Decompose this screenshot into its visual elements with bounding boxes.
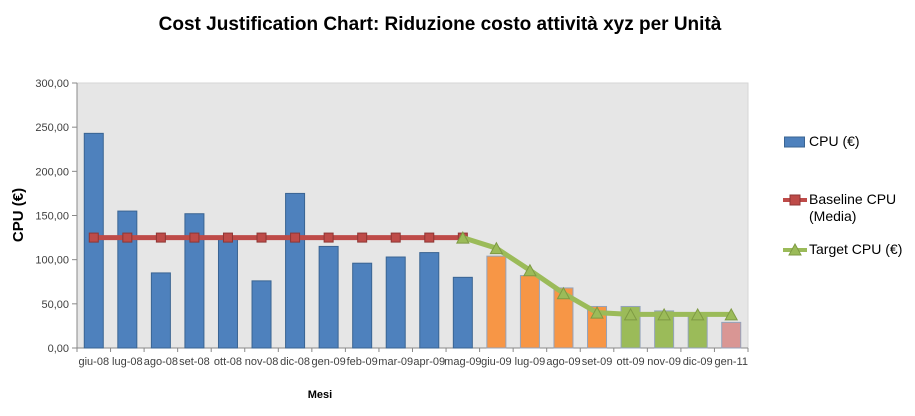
legend: CPU (€) Baseline CPU (Media) Target CPU … [783,133,911,258]
baseline-marker [290,232,301,243]
x-tick-label: mar-09 [378,356,413,368]
target-marker [556,286,571,300]
bar-feb-09 [352,262,373,349]
baseline-marker [323,232,334,243]
x-tick-label: giu-09 [481,356,512,368]
x-tick-label: nov-09 [647,356,681,368]
chart-title: Cost Justification Chart: Riduzione cost… [158,14,722,35]
y-tick-label: 0,00 [48,343,69,355]
y-tick-label: 300,00 [35,78,69,90]
legend-label: Baseline CPU (Media) [809,191,897,224]
baseline-marker [155,232,166,243]
x-tick-label: gen-09 [311,356,345,368]
y-tick-label: 50,00 [41,299,69,311]
cpu-bar-swatch-icon [784,136,805,148]
y-tick-label: 250,00 [35,122,69,134]
target-marker [657,307,671,321]
target-marker [724,307,739,321]
bar-gen-09 [318,245,339,349]
legend-item-baseline: Baseline CPU (Media) [783,191,911,225]
bar-lug-09 [519,275,540,349]
x-tick-label: lug-09 [515,356,546,368]
y-tick-label: 200,00 [35,166,69,178]
legend-label: CPU (€) [809,133,860,149]
baseline-marker [122,232,133,243]
baseline-marker [189,232,200,243]
bar-ott-08 [217,238,238,349]
bar-gen-11 [721,321,742,349]
target-line-swatch-icon [783,243,807,256]
bar-giu-09 [486,255,507,349]
baseline-marker [390,232,401,243]
x-tick-label: apr-09 [413,356,445,368]
legend-item-target: Target CPU (€) [783,241,911,258]
target-marker [489,241,504,255]
baseline-marker [424,232,435,243]
bar-nov-08 [251,280,272,349]
baseline-marker [222,232,233,243]
x-tick-label: lug-08 [112,356,143,368]
target-marker [455,231,470,244]
x-tick-label: giu-08 [78,356,109,368]
x-tick-label: ago-09 [546,356,580,368]
x-tick-label: feb-09 [347,356,378,368]
x-tick-label: dic-09 [683,356,713,368]
x-axis-title: Mesi [307,389,333,401]
x-tick-label: ott-09 [617,356,645,368]
y-tick-label: 150,00 [35,211,69,223]
target-marker [590,306,604,319]
bar-set-08 [184,213,205,349]
bar-ago-08 [150,272,171,349]
target-marker [523,263,537,277]
target-marker [623,307,638,321]
bar-mag-09 [452,276,473,349]
target-marker [690,307,705,321]
x-tick-label: ott-08 [214,356,242,368]
x-tick-label: mag-09 [444,356,481,368]
plot-area [76,82,749,349]
legend-label: Target CPU (€) [809,241,903,257]
x-tick-label: nov-08 [245,356,279,368]
x-tick-label: set-09 [582,356,613,368]
baseline-marker [357,232,368,243]
baseline-marker [256,232,267,243]
bar-mar-09 [385,256,406,349]
x-tick-label: set-08 [179,356,210,368]
x-tick-label: gen-11 [715,356,748,368]
x-tick-label: dic-08 [280,356,310,368]
bar-dic-08 [285,192,306,349]
baseline-marker [88,232,99,243]
y-tick-label: 100,00 [35,255,69,267]
baseline-line-swatch-icon [783,194,807,206]
legend-item-cpu: CPU (€) [783,133,911,150]
bar-apr-09 [419,252,440,349]
x-tick-label: ago-08 [144,356,178,368]
bar-lug-08 [117,210,138,349]
